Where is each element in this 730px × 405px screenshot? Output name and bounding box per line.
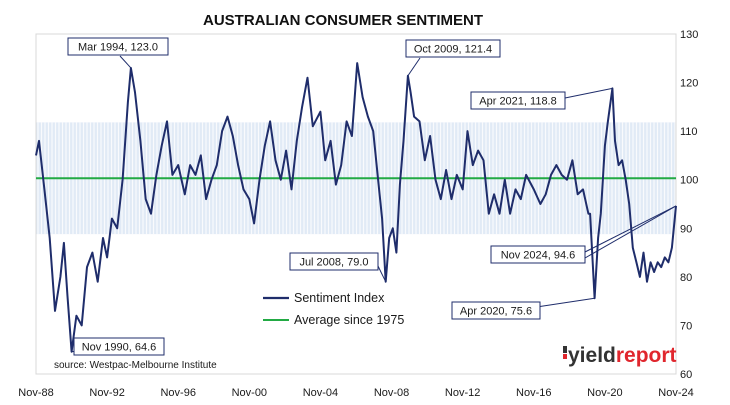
annotation: Apr 2021, 118.8	[470, 87, 613, 110]
annotation-label: Mar 1994, 123.0	[78, 42, 158, 54]
logo-bar-1	[563, 346, 567, 353]
annotation-box	[451, 301, 541, 320]
x-tick-label: Nov-16	[516, 387, 551, 399]
y-tick-label: 110	[680, 126, 698, 138]
annotation-box	[289, 252, 379, 271]
annotation: Mar 1994, 123.0	[67, 37, 169, 69]
annotation-label: Apr 2020, 75.6	[460, 306, 532, 318]
plot-frame	[35, 33, 677, 375]
x-tick-label: Nov-04	[303, 387, 338, 399]
annotation-label: Oct 2009, 121.4	[414, 44, 492, 56]
y-tick-label: 60	[680, 369, 692, 381]
annotation-label: Apr 2021, 118.8	[479, 96, 556, 108]
logo-report: report	[616, 344, 677, 367]
annotation-leader	[564, 87, 613, 99]
annotation: Nov 2024, 94.6	[490, 205, 677, 264]
sentiment-index-line	[35, 62, 677, 353]
chart-title: AUSTRALIAN CONSUMER SENTIMENT	[203, 12, 483, 29]
x-tick-label: Nov-24	[658, 387, 693, 399]
annotation-leader-secondary	[584, 205, 677, 259]
annotation-leader	[407, 57, 421, 77]
annotation-leader	[529, 297, 595, 309]
annotation-box	[405, 39, 501, 58]
annotations: Mar 1994, 123.0 Oct 2009, 121.4 Apr 2021, …	[67, 37, 677, 356]
annotation-label: Nov 1990, 64.6	[82, 342, 157, 354]
annotation-leader	[584, 205, 677, 253]
x-tick-label: Nov-88	[18, 387, 53, 399]
y-tick-label: 130	[680, 29, 698, 41]
annotation: Jul 2008, 79.0	[289, 252, 387, 282]
y-tick-label: 100	[680, 175, 698, 187]
logo-wordmark: yieldreport	[568, 344, 677, 367]
x-tick-label: Nov-92	[89, 387, 124, 399]
yieldreport-logo: yieldreport	[563, 344, 677, 367]
y-tick-label: 120	[680, 78, 698, 90]
legend-series-label: Sentiment Index	[294, 291, 385, 305]
x-axis-ticks: Nov-88 Nov-92 Nov-96 Nov-00 Nov-04 Nov-08 Nov-…	[18, 387, 693, 399]
legend-average-label: Average since 1975	[294, 313, 404, 327]
x-tick-label: Nov-96	[160, 387, 195, 399]
x-tick-label: Nov-00	[232, 387, 267, 399]
annotation-box	[490, 245, 586, 264]
y-tick-label: 90	[680, 223, 692, 235]
annotation-box	[67, 37, 169, 56]
y-tick-label: 80	[680, 272, 692, 284]
x-tick-label: Nov-12	[445, 387, 480, 399]
logo-yield: yield	[568, 344, 616, 367]
annotation-leader	[119, 55, 132, 69]
annotation-box	[73, 337, 165, 356]
x-tick-label: Nov-20	[587, 387, 622, 399]
y-tick-label: 70	[680, 320, 692, 332]
source-note: source: Westpac-Melbourne Institute	[54, 360, 217, 371]
annotation-label: Jul 2008, 79.0	[299, 257, 368, 269]
annotation-box	[470, 91, 566, 110]
annotation-leader	[377, 265, 387, 282]
annotation-label: Nov 2024, 94.6	[501, 250, 576, 262]
y-axis-ticks: 60 70 80 90 100 110 120 130	[680, 29, 698, 381]
annotation: Apr 2020, 75.6	[451, 297, 595, 320]
legend: Sentiment Index Average since 1975	[263, 291, 404, 327]
annotation: Nov 1990, 64.6	[71, 337, 165, 356]
x-tick-label: Nov-08	[374, 387, 409, 399]
annotation: Oct 2009, 121.4	[405, 39, 501, 77]
logo-bar-2	[563, 354, 567, 359]
